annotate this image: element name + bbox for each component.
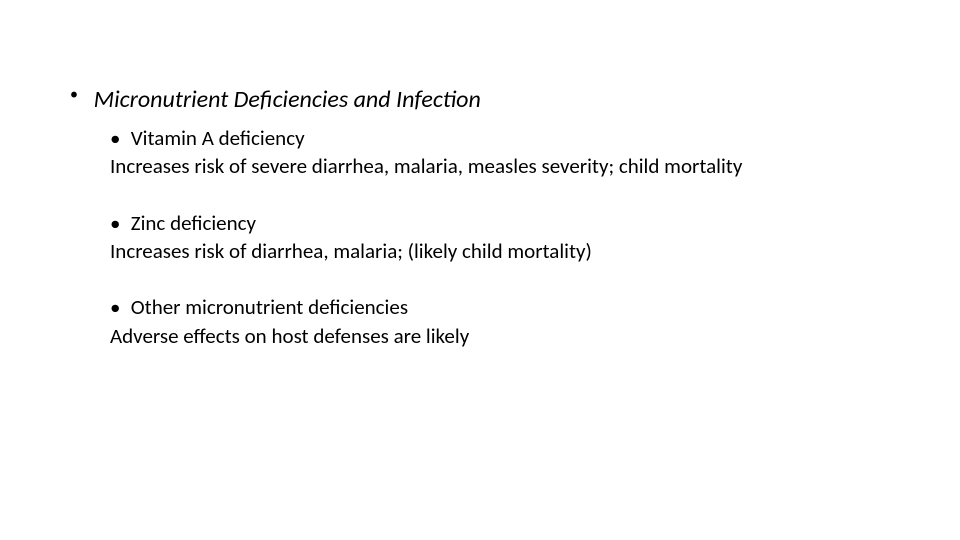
sub-item-row: • Zinc deficiency	[110, 209, 890, 237]
sub-item-row: • Vitamin A deficiency	[110, 124, 890, 152]
bullet-icon: •	[110, 209, 126, 237]
list-item: • Vitamin A deficiency Increases risk of…	[110, 124, 890, 181]
sub-item-title: Other micronutrient deficiencies	[131, 294, 408, 320]
list-item: • Other micronutrient deficiencies Adver…	[110, 293, 890, 350]
sub-item-description: Increases risk of severe diarrhea, malar…	[110, 152, 890, 180]
sub-item-row: • Other micronutrient deficiencies	[110, 293, 890, 321]
sub-item-title: Vitamin A deficiency	[131, 125, 305, 151]
bullet-icon: •	[110, 124, 126, 152]
bullet-icon: •	[110, 293, 126, 321]
main-heading: Micronutrient Deficiencies and Infection	[94, 85, 481, 114]
list-item: • Zinc deficiency Increases risk of diar…	[110, 209, 890, 266]
sub-item-title: Zinc deficiency	[131, 210, 256, 236]
main-heading-row: • Micronutrient Deficiencies and Infecti…	[70, 85, 890, 114]
sub-item-description: Adverse effects on host defenses are lik…	[110, 322, 890, 350]
bullet-icon: •	[70, 85, 90, 104]
sub-item-description: Increases risk of diarrhea, malaria; (li…	[110, 237, 890, 265]
